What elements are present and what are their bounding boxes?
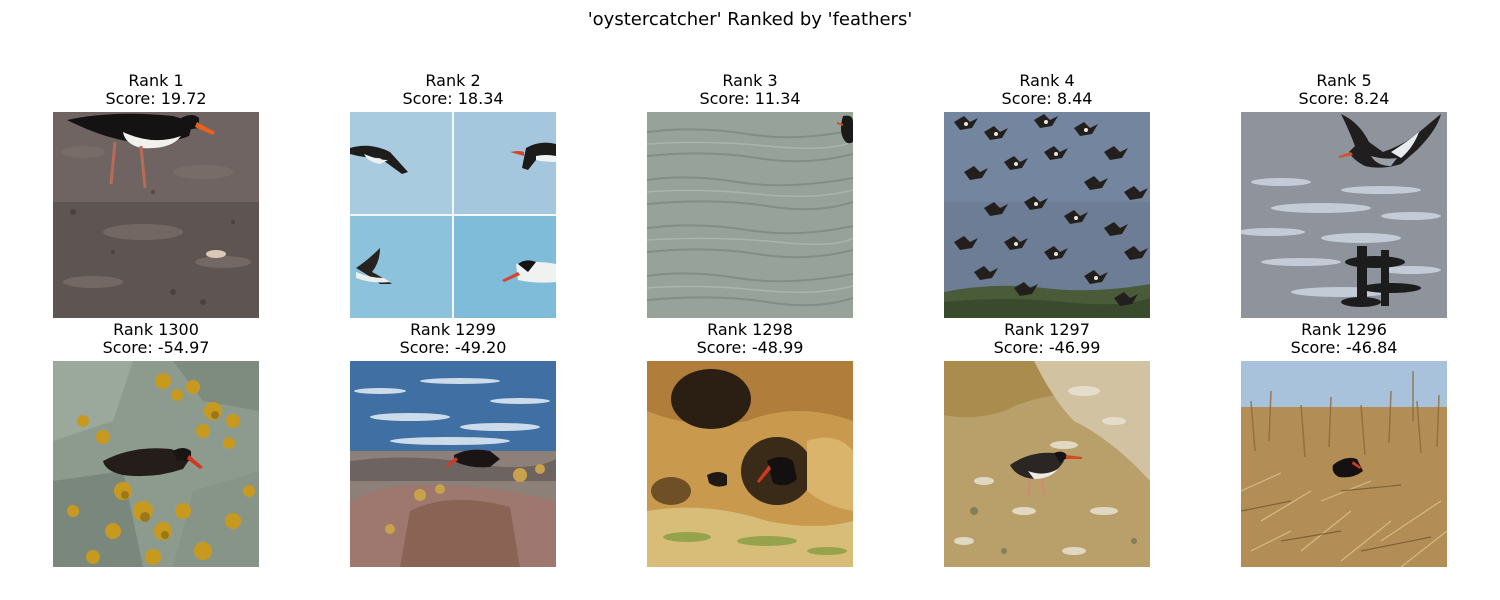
- figure-title: 'oystercatcher' Ranked by 'feathers': [587, 9, 913, 30]
- oystercatcher-flying-over-water-image: [1241, 112, 1447, 318]
- panel-caption: Rank 2 Score: 18.34: [310, 72, 596, 108]
- rank-label: Rank 1: [128, 71, 184, 90]
- panel-caption: Rank 4 Score: 8.44: [904, 72, 1190, 108]
- panel-caption: Rank 3 Score: 11.34: [607, 72, 893, 108]
- oystercatcher-flock-in-flight-image: [944, 112, 1150, 318]
- score-label: Score: -54.97: [102, 338, 210, 357]
- score-label: Score: -46.99: [993, 338, 1101, 357]
- panel-caption: Rank 1299 Score: -49.20: [310, 321, 596, 357]
- score-label: Score: -49.20: [399, 338, 507, 357]
- black-oystercatcher-on-lichen-rocks-image: [53, 361, 259, 567]
- oystercatcher-in-dry-grass-image: [1241, 361, 1447, 567]
- rank-label: Rank 1298: [707, 320, 793, 339]
- score-label: Score: 18.34: [402, 89, 504, 108]
- panel-caption: Rank 5 Score: 8.24: [1201, 72, 1487, 108]
- oystercatcher-wading-mudflat-image: [53, 112, 259, 318]
- panel-caption: Rank 1 Score: 19.72: [13, 72, 299, 108]
- rank-label: Rank 1300: [113, 320, 199, 339]
- oystercatcher-on-shore-rocks-waves-image: [350, 361, 556, 567]
- panel-caption: Rank 1300 Score: -54.97: [13, 321, 299, 357]
- rank-label: Rank 1299: [410, 320, 496, 339]
- oystercatcher-in-sandstone-cave-image: [647, 361, 853, 567]
- panel-caption: Rank 1296 Score: -46.84: [1201, 321, 1487, 357]
- rank-label: Rank 4: [1019, 71, 1075, 90]
- score-label: Score: -46.84: [1290, 338, 1398, 357]
- rank-label: Rank 3: [722, 71, 778, 90]
- rank-label: Rank 1296: [1301, 320, 1387, 339]
- rank-label: Rank 5: [1316, 71, 1372, 90]
- rank-label: Rank 2: [425, 71, 481, 90]
- oystercatcher-on-dry-mud-image: [944, 361, 1150, 567]
- panel-caption: Rank 1298 Score: -48.99: [607, 321, 893, 357]
- score-label: Score: 11.34: [699, 89, 801, 108]
- score-label: Score: 19.72: [105, 89, 207, 108]
- rank-label: Rank 1297: [1004, 320, 1090, 339]
- oystercatchers-flying-collage-image: [350, 112, 556, 318]
- panel-caption: Rank 1297 Score: -46.99: [904, 321, 1190, 357]
- score-label: Score: 8.44: [1001, 89, 1093, 108]
- score-label: Score: -48.99: [696, 338, 804, 357]
- score-label: Score: 8.24: [1298, 89, 1390, 108]
- rippled-water-with-bird-edge-image: [647, 112, 853, 318]
